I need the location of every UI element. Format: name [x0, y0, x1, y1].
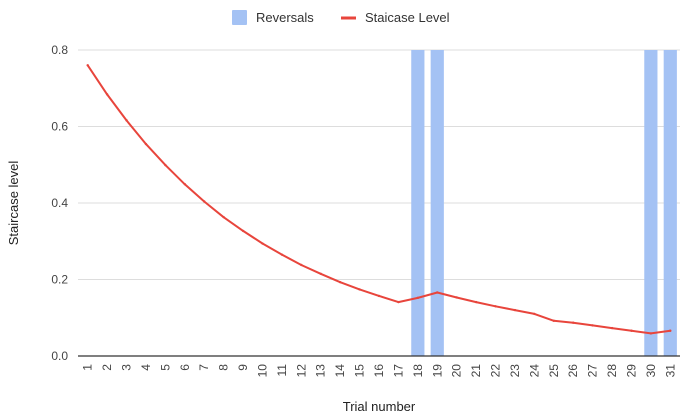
y-tick-label: 0.2 — [51, 273, 68, 287]
x-tick-label: 19 — [430, 364, 444, 378]
staircase-level-point — [436, 291, 439, 294]
x-tick-label: 2 — [100, 364, 114, 371]
staircase-level-point — [533, 312, 536, 316]
y-tick-label: 0.0 — [51, 349, 68, 363]
staircase-level-point — [183, 183, 187, 186]
x-axis-title: Trial number — [343, 399, 416, 414]
staircase-level-point — [571, 321, 575, 324]
staircase-level-point — [397, 300, 400, 304]
axes: 0.00.20.40.60.81 2 3 4 5 6 7 8 9 10 11 12 13 14 15 16 17… — [51, 43, 680, 377]
staircase-level-point — [455, 296, 458, 299]
x-tick-label: 25 — [547, 364, 561, 378]
x-tick-label: 28 — [605, 364, 619, 378]
x-tick-label: 9 — [236, 364, 250, 371]
x-tick-label: 20 — [450, 364, 464, 378]
staircase-level-point — [222, 215, 225, 219]
staircase-level-point — [105, 93, 109, 96]
x-tick-label: 10 — [255, 364, 269, 378]
staircase-level-point — [125, 119, 128, 122]
staircase-level-point — [610, 326, 614, 330]
reversal-bar — [663, 50, 677, 356]
staircase-level-point — [261, 242, 264, 245]
y-axis-title: Staircase level — [6, 161, 21, 246]
x-tick-label: 12 — [294, 364, 308, 378]
x-tick-label: 15 — [353, 364, 367, 378]
x-tick-label: 4 — [139, 364, 153, 371]
staircase-level-point — [669, 329, 672, 332]
x-tick-label: 8 — [217, 364, 231, 371]
staircase-level-point — [319, 272, 322, 275]
staircase-level-point — [86, 64, 89, 67]
staircase-level-point — [338, 280, 342, 284]
y-tick-label: 0.6 — [51, 120, 68, 134]
x-tick-label: 7 — [197, 364, 211, 371]
staircase-level-point — [203, 200, 206, 203]
x-tick-label: 26 — [566, 364, 580, 378]
staircase-level-point — [513, 308, 517, 312]
x-tick-label: 6 — [178, 364, 192, 371]
staircase-level-point — [552, 319, 555, 323]
legend: Reversals Staicase Level — [232, 10, 450, 25]
staircase-level-line — [86, 64, 672, 335]
staircase-level-point — [416, 296, 420, 300]
reversal-bar — [644, 50, 658, 356]
x-tick-label: 22 — [489, 364, 503, 378]
y-tick-label: 0.4 — [51, 196, 68, 210]
x-tick-label: 23 — [508, 364, 522, 378]
reversal-bar — [411, 50, 425, 356]
grid-lines — [78, 49, 680, 280]
staircase-level-point — [164, 163, 167, 167]
x-tick-label: 13 — [314, 364, 328, 378]
x-tick-label: 29 — [624, 364, 638, 378]
staircase-level-point — [630, 329, 633, 332]
x-tick-label: 18 — [411, 364, 425, 378]
x-tick-label: 24 — [527, 364, 541, 378]
legend-swatch-reversals — [232, 10, 247, 25]
staircase-level-point — [358, 288, 361, 291]
x-tick-label: 5 — [158, 364, 172, 371]
y-tick-label: 0.8 — [51, 43, 68, 57]
staircase-level-point — [494, 305, 497, 308]
staircase-line-group — [86, 64, 672, 335]
x-tick-label: 3 — [120, 364, 134, 371]
staircase-level-point — [300, 263, 303, 267]
x-tick-label: 30 — [644, 364, 658, 378]
x-tick-label: 31 — [663, 364, 677, 378]
staircase-level-point — [280, 253, 284, 256]
staircase-level-point — [144, 142, 148, 146]
reversal-bar — [430, 50, 444, 356]
x-tick-label: 17 — [391, 364, 405, 378]
x-tick-label: 14 — [333, 364, 347, 378]
x-tick-label: 27 — [586, 364, 600, 378]
staircase-level-point — [377, 294, 381, 298]
staircase-level-point — [474, 300, 478, 304]
legend-label-reversals: Reversals — [256, 10, 314, 25]
staircase-level-point — [591, 324, 594, 327]
staircase-level-point — [649, 332, 653, 335]
reversal-bars — [411, 50, 677, 356]
x-tick-label: 11 — [275, 364, 289, 377]
x-tick-label: 16 — [372, 364, 386, 378]
x-tick-label: 21 — [469, 364, 483, 378]
x-tick-label: 1 — [81, 364, 95, 371]
staircase-level-point — [241, 229, 245, 233]
legend-label-staircase-level: Staicase Level — [365, 10, 450, 25]
